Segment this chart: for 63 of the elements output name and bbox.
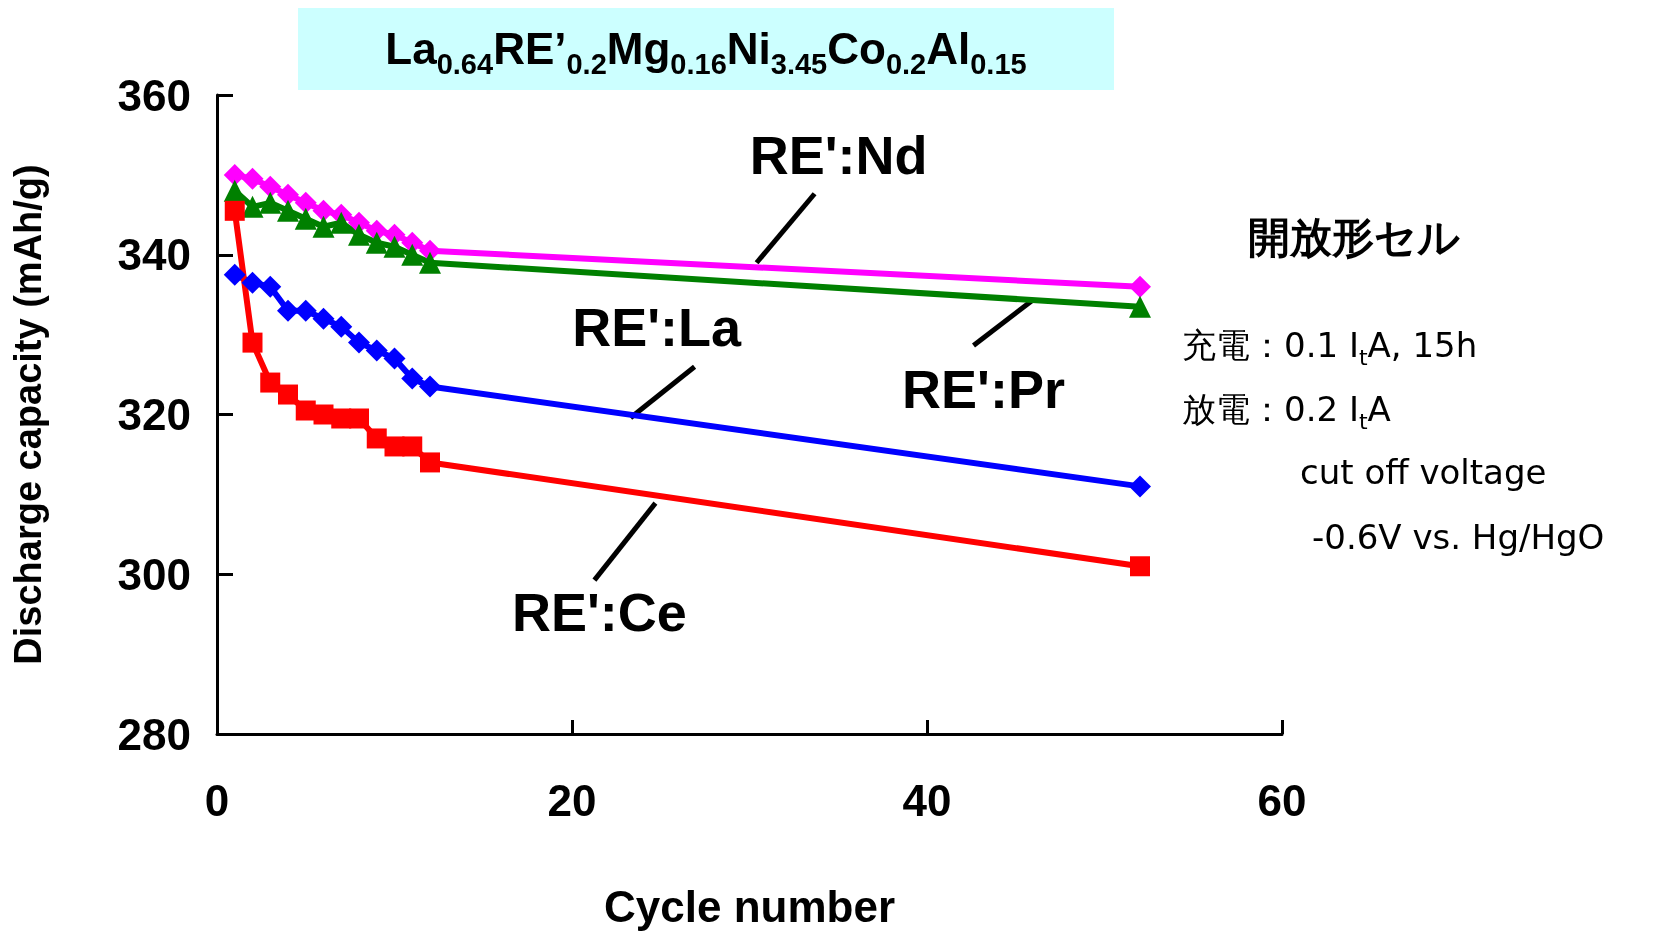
y-tick-label: 340 [117,230,191,280]
point [223,263,246,286]
point [260,372,281,393]
point [312,215,335,238]
point [1129,275,1151,298]
x-tick-label: 20 [547,775,597,825]
y-tick-label: 300 [117,549,191,599]
text: -0.6V vs. Hg/HgO [1312,517,1605,557]
point [402,436,423,457]
point [330,211,353,234]
x-tick-label: 60 [1257,775,1307,825]
point [259,275,282,298]
point [348,331,370,354]
point [419,251,441,274]
point [224,200,245,221]
point [278,384,298,405]
point [383,235,406,258]
x-tick-label: 40 [902,775,952,825]
annotation: 放電：0.2 I$_{t}$A [1182,388,1391,434]
point [348,223,370,246]
y-tick-label: 360 [117,70,191,120]
y-tick-label: 280 [117,709,191,759]
annotation: RE':La [572,296,742,357]
point [259,191,282,214]
point [241,167,264,190]
point [259,175,282,198]
point [223,163,246,186]
text: cut off voltage [1300,452,1547,492]
point [295,400,316,421]
point [294,191,317,214]
point [330,315,353,338]
point [312,307,335,330]
point [1129,475,1151,498]
point [277,299,299,322]
point [1129,295,1151,318]
annotation: RE':Pr [902,359,1065,420]
annotation: 開放形セル [1248,212,1460,264]
point [401,367,424,390]
annotation: RE':Ce [511,582,687,643]
point [242,332,263,353]
chart-title: La$_{0.64}$RE’$_{0.2}$Mg$_{0.16}$Ni$_{3.45}$Co$_{0.2}$Al$_{0.15}$ [385,24,1027,80]
annotation: 充電：0.1 I$_{t}$A, 15h [1182,324,1478,370]
point [383,347,406,370]
x-axis-title: Cycle number [604,881,895,931]
point [349,408,369,429]
point [419,375,441,398]
point [294,299,317,322]
point [1130,556,1150,577]
point [294,207,317,230]
point [420,452,440,473]
x-tick-label: 0 [204,775,230,825]
point [365,339,388,362]
y-tick-label: 320 [117,390,191,439]
point [312,199,335,222]
point [366,428,387,449]
point [277,183,299,206]
point [277,199,299,222]
point [241,271,264,294]
point [331,408,352,429]
annotation: RE':Nd [749,124,928,185]
point [365,231,388,254]
y-axis-title: Discharge capacity (mAh/g) [7,164,49,665]
point [401,243,424,266]
